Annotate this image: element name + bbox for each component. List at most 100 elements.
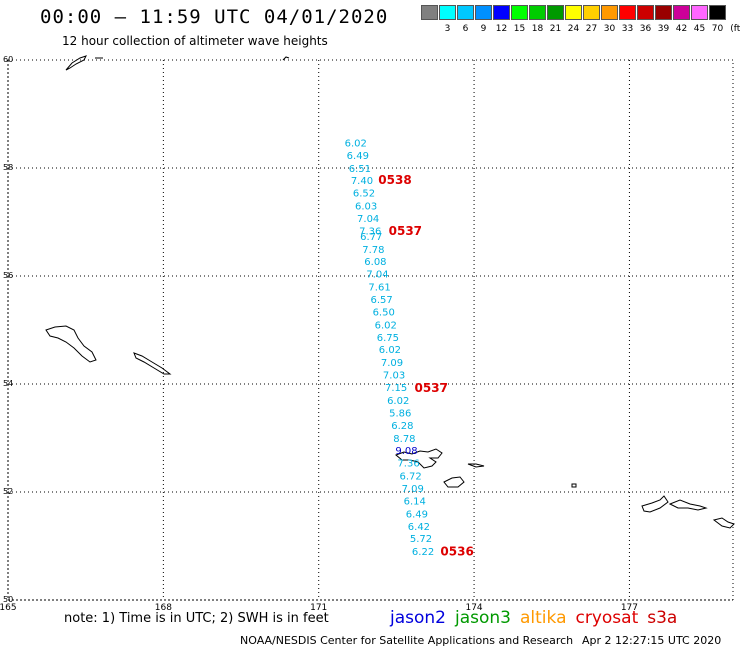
pass-time-label: 0537	[389, 224, 422, 238]
wave-height-reading: 6.02	[375, 320, 397, 331]
mission-label-jason3: jason3	[455, 608, 511, 628]
wave-height-reading: 7.36	[397, 459, 419, 470]
wave-height-readings: 6.026.496.517.406.526.037.047.366.777.78…	[345, 138, 435, 558]
wave-height-reading: 5.86	[389, 408, 411, 419]
map-subtitle: 12 hour collection of altimeter wave hei…	[62, 34, 328, 48]
longitude-label: 165	[0, 603, 17, 613]
generation-timestamp: Apr 2 12:27:15 UTC 2020	[582, 634, 722, 647]
units-note: note: 1) Time is in UTC; 2) SWH is in fe…	[64, 611, 329, 626]
wave-height-reading: 8.78	[393, 434, 415, 445]
legend-label: 45	[693, 24, 706, 34]
wave-height-reading: 6.03	[355, 202, 377, 213]
coastline-kamchatka	[65, 55, 87, 71]
legend-swatch	[601, 5, 618, 20]
wave-height-reading: 6.77	[360, 232, 382, 243]
longitude-label: 168	[155, 603, 172, 613]
wave-height-reading: 7.61	[368, 283, 390, 294]
credit-line: NOAA/NESDIS Center for Satellite Applica…	[240, 634, 574, 647]
legend-label: 18	[531, 24, 544, 34]
coastline-attu-island	[395, 448, 443, 469]
legend-swatch	[439, 5, 456, 20]
coastline-bering-island	[45, 325, 97, 363]
legend-label: 27	[585, 24, 598, 34]
wave-height-reading: 6.22	[412, 547, 434, 558]
legend-swatch	[493, 5, 510, 20]
wave-height-reading: 6.02	[387, 396, 409, 407]
wave-height-reading: 5.72	[410, 534, 432, 545]
wave-height-reading: 6.02	[379, 345, 401, 356]
legend-swatch	[655, 5, 672, 20]
coastline-medny-island	[133, 352, 172, 375]
legend-label: 6	[462, 24, 469, 34]
legend-label: 33	[621, 24, 634, 34]
coastline-buldir-island	[571, 483, 577, 488]
legend-swatch	[673, 5, 690, 20]
longitude-label: 177	[621, 603, 638, 613]
map-title: 00:00 – 11:59 UTC 04/01/2020	[40, 6, 389, 28]
legend-label: 3	[444, 24, 451, 34]
coastline-agattu-island	[443, 476, 465, 488]
legend-swatch	[529, 5, 546, 20]
coastline-karaginsky	[282, 56, 290, 61]
legend-label: 36	[639, 24, 652, 34]
map-frame	[7, 59, 734, 601]
wave-height-reading: 6.14	[404, 496, 426, 507]
wave-height-reading: 6.49	[347, 151, 369, 162]
mission-label-altika: altika	[520, 608, 567, 628]
wave-height-reading: 7.04	[357, 214, 379, 225]
longitude-label: 171	[310, 603, 327, 613]
latitude-label: 60	[3, 55, 13, 64]
wave-height-reading: 6.57	[371, 295, 393, 306]
wave-height-reading: 7.15	[385, 383, 407, 394]
legend-label: 12	[495, 24, 508, 34]
wave-height-reading: 6.72	[400, 472, 422, 483]
legend-swatch	[709, 5, 726, 20]
coastlines	[45, 55, 735, 529]
wave-height-reading: 6.08	[364, 257, 386, 268]
wave-height-reading: 7.09	[402, 484, 424, 495]
wave-height-reading: 7.40	[351, 176, 373, 187]
legend-label: 39	[657, 24, 670, 34]
pass-time-label: 0537	[415, 381, 448, 395]
legend-swatch	[691, 5, 708, 20]
mission-label-jason2: jason2	[390, 608, 446, 628]
legend-swatch	[637, 5, 654, 20]
wave-height-reading: 6.51	[349, 164, 371, 175]
legend-swatch	[583, 5, 600, 20]
legend-swatch	[457, 5, 474, 20]
legend-swatch	[511, 5, 528, 20]
wave-height-reading: 6.75	[377, 333, 399, 344]
longitude-label: 174	[465, 603, 482, 613]
legend-swatch	[565, 5, 582, 20]
latitude-label: 52	[3, 487, 13, 496]
wave-height-reading: 7.03	[383, 371, 405, 382]
legend-label: 42	[675, 24, 688, 34]
wave-height-reading: 9.08	[395, 446, 417, 457]
wave-height-reading: 7.04	[366, 270, 388, 281]
legend-label: 24	[567, 24, 580, 34]
wave-height-reading: 7.78	[362, 245, 384, 256]
mission-label-cryosat: cryosat	[575, 608, 639, 628]
wave-height-reading: 7.09	[381, 358, 403, 369]
latitude-label: 50	[3, 595, 13, 604]
coastline-semichi-islands	[467, 463, 485, 468]
legend-swatch	[421, 5, 438, 20]
legend-label: 30	[603, 24, 616, 34]
coastline-rat-islands-b	[668, 499, 708, 511]
mission-legend: jason2 jason3 altika cryosat s3a	[390, 608, 686, 628]
wave-height-reading: 6.52	[353, 189, 375, 200]
wave-height-reading: 6.50	[373, 307, 395, 318]
legend-label: 21	[549, 24, 562, 34]
wave-height-reading: 6.42	[408, 522, 430, 533]
latitude-label: 54	[3, 379, 13, 388]
mission-label-s3a: s3a	[647, 608, 678, 628]
legend-label: 9	[480, 24, 487, 34]
wave-height-reading: 7.36	[359, 226, 381, 237]
coastline-rat-islands-c	[712, 517, 735, 529]
legend-swatch	[475, 5, 492, 20]
pass-time-label: 0536	[440, 545, 473, 559]
wave-height-reading: 6.02	[345, 138, 367, 149]
latitude-label: 58	[3, 163, 13, 172]
